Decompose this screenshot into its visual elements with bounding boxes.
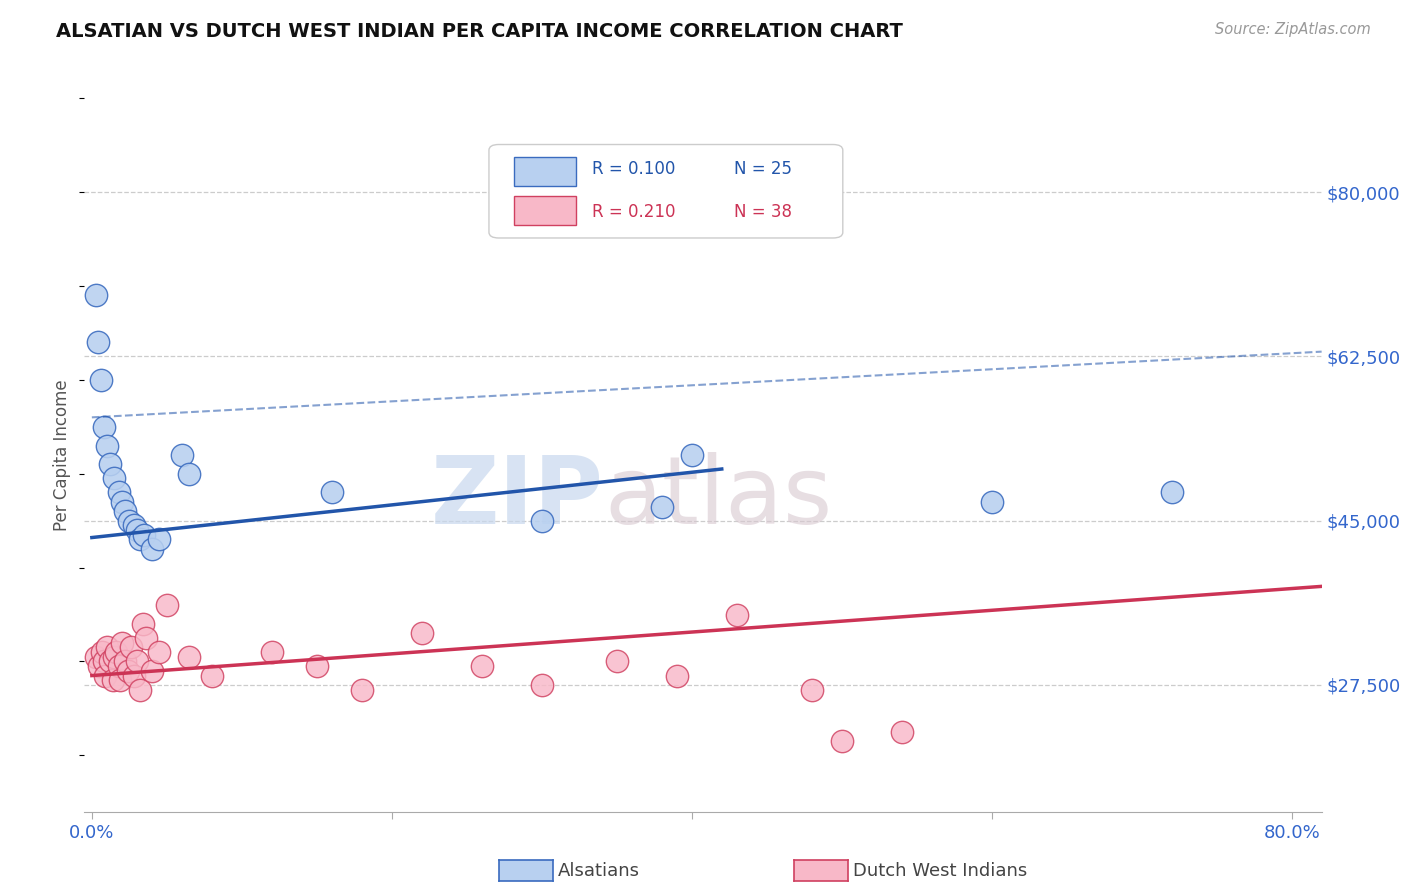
Point: [411, 626, 433, 640]
Point: [1160, 485, 1182, 500]
Point: [90, 373, 112, 387]
Point: [93, 419, 115, 434]
Point: [87, 335, 110, 350]
Point: [890, 725, 912, 739]
Text: R = 0.100: R = 0.100: [592, 160, 675, 178]
Point: [141, 541, 163, 556]
Point: [110, 673, 132, 688]
Y-axis label: Per Capita Income: Per Capita Income: [53, 379, 72, 531]
Point: [179, 649, 201, 664]
Point: [132, 616, 155, 631]
Text: ZIP: ZIP: [432, 451, 605, 544]
Point: [86, 288, 108, 302]
Point: [118, 514, 141, 528]
Point: [96, 438, 118, 452]
Point: [201, 668, 224, 682]
Point: [111, 495, 134, 509]
Point: [606, 655, 628, 669]
Text: Alsatians: Alsatians: [558, 862, 640, 880]
Point: [114, 504, 136, 518]
Point: [108, 659, 131, 673]
Point: [725, 607, 748, 622]
Point: [800, 682, 823, 697]
Point: [86, 649, 108, 664]
FancyBboxPatch shape: [513, 157, 575, 186]
Text: R = 0.210: R = 0.210: [592, 202, 675, 220]
Point: [101, 673, 124, 688]
FancyBboxPatch shape: [513, 196, 575, 225]
Point: [108, 485, 131, 500]
Point: [104, 645, 127, 659]
Point: [530, 514, 553, 528]
Point: [125, 523, 148, 537]
Point: [98, 458, 121, 472]
Point: [122, 668, 145, 682]
Point: [148, 645, 170, 659]
Point: [831, 734, 853, 748]
Text: Source: ZipAtlas.com: Source: ZipAtlas.com: [1215, 22, 1371, 37]
Point: [651, 500, 673, 514]
Point: [114, 655, 136, 669]
Point: [350, 682, 373, 697]
Point: [134, 527, 156, 541]
Point: [89, 659, 111, 673]
Point: [665, 668, 688, 682]
Point: [111, 636, 134, 650]
Text: N = 38: N = 38: [734, 202, 792, 220]
Point: [122, 518, 145, 533]
Point: [260, 645, 283, 659]
Point: [117, 664, 139, 678]
Point: [148, 533, 170, 547]
Text: Dutch West Indians: Dutch West Indians: [853, 862, 1028, 880]
Point: [103, 649, 125, 664]
Point: [305, 659, 328, 673]
Point: [96, 640, 118, 655]
Point: [103, 471, 125, 485]
Text: N = 25: N = 25: [734, 160, 792, 178]
Point: [94, 668, 117, 682]
Point: [156, 598, 179, 612]
Point: [93, 655, 115, 669]
Point: [125, 655, 148, 669]
Point: [170, 448, 193, 462]
Text: ALSATIAN VS DUTCH WEST INDIAN PER CAPITA INCOME CORRELATION CHART: ALSATIAN VS DUTCH WEST INDIAN PER CAPITA…: [56, 22, 903, 41]
Text: atlas: atlas: [605, 451, 832, 544]
FancyBboxPatch shape: [489, 145, 842, 238]
Point: [980, 495, 1002, 509]
Point: [120, 640, 142, 655]
Point: [681, 448, 703, 462]
Point: [128, 682, 150, 697]
Point: [471, 659, 494, 673]
Point: [98, 655, 121, 669]
Point: [179, 467, 201, 481]
Point: [321, 485, 343, 500]
Point: [530, 678, 553, 692]
Point: [135, 631, 157, 645]
Point: [128, 533, 150, 547]
Point: [141, 664, 163, 678]
Point: [91, 645, 114, 659]
